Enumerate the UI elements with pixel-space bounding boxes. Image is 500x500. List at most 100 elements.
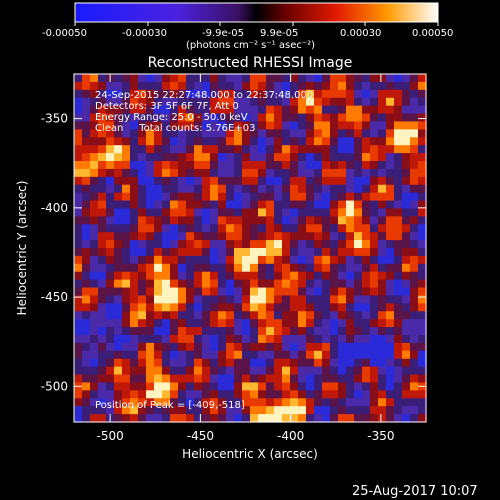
heatmap-cell [98,382,107,391]
heatmap-cell [98,97,107,107]
heatmap-cell [370,113,379,123]
heatmap-cell [354,168,363,178]
heatmap-cell [258,89,267,99]
heatmap-cell [234,216,243,225]
heatmap-cell [226,89,235,99]
heatmap-cell [186,327,195,336]
heatmap-cell [210,113,219,123]
heatmap-cell [386,335,395,344]
x-axis-label: Heliocentric X (arcsec) [182,447,318,461]
heatmap-cell [306,216,315,225]
heatmap-cell [402,374,411,384]
heatmap-cell [130,248,139,257]
heatmap-cell [258,374,267,384]
heatmap-cell [242,74,251,83]
heatmap-cell [170,248,179,257]
heatmap-cell [306,263,315,273]
heatmap-cell [314,374,323,384]
heatmap-cell [354,216,363,225]
heatmap-cell [194,382,203,391]
heatmap-cell [274,414,283,423]
heatmap-cell [218,192,227,202]
heatmap-cell [250,74,259,83]
heatmap-cell [202,168,211,178]
heatmap-cell [74,224,83,233]
heatmap-cell [338,382,347,391]
heatmap-cell [202,224,211,233]
heatmap-cell [226,406,235,415]
heatmap-cell [242,224,251,233]
heatmap-cell [74,145,83,154]
heatmap-cell [122,153,131,162]
heatmap-cell [410,137,419,146]
heatmap-cell [122,216,131,225]
heatmap-cell [154,390,163,399]
heatmap-cell [242,200,251,210]
heatmap-cell [202,105,211,115]
heatmap-cell [202,350,211,360]
heatmap-cell [202,81,211,91]
heatmap-cell [218,232,227,241]
heatmap-cell [98,137,107,146]
heatmap-cell [410,153,419,162]
heatmap-cell [258,81,267,91]
heatmap-cell [370,145,379,154]
heatmap-cell [370,263,379,273]
heatmap-cell [338,129,347,138]
heatmap-cell [378,176,387,186]
heatmap-cell [74,406,83,415]
heatmap-cell [106,168,115,178]
heatmap-cell [346,287,355,297]
heatmap-cell [138,176,147,186]
heatmap-cell [202,358,211,368]
heatmap-cell [314,287,323,297]
heatmap-cell [266,335,275,344]
heatmap-cell [114,287,123,297]
heatmap-cell [314,216,323,225]
heatmap-cell [250,184,259,194]
heatmap-cell [194,295,203,304]
heatmap-cell [154,398,163,407]
heatmap-cell [330,279,339,289]
heatmap-cell [202,327,211,336]
heatmap-cell [186,161,195,170]
heatmap-cell [74,113,83,123]
heatmap-cell [306,97,315,107]
heatmap-cell [90,248,99,257]
heatmap-cell [210,271,219,281]
heatmap-cell [74,327,83,336]
heatmap-cell [338,74,347,83]
heatmap-cell [282,240,291,249]
heatmap-cell [370,232,379,241]
heatmap-cell [170,145,179,154]
heatmap-cell [162,145,171,154]
heatmap-cell [234,342,243,352]
heatmap-cell [90,358,99,368]
heatmap-cell [410,295,419,304]
heatmap-cell [114,81,123,91]
heatmap-cell [74,200,83,210]
heatmap-cell [162,168,171,178]
heatmap-cell [170,358,179,368]
heatmap-cell [362,414,371,423]
heatmap-cell [242,398,251,407]
heatmap-cell [98,414,107,423]
heatmap-cell [178,89,187,99]
heatmap-cell [146,137,155,146]
heatmap-cell [106,176,115,186]
heatmap-cell [130,327,139,336]
heatmap-cell [130,208,139,217]
heatmap-cell [210,216,219,225]
heatmap-cell [170,319,179,328]
heatmap-cell [402,176,411,186]
heatmap-cell [266,350,275,360]
heatmap-cell [130,145,139,154]
heatmap-cell [298,240,307,249]
annotation-line: Energy Range: 25.0 - 50.0 keV [95,112,248,123]
heatmap-cell [218,398,227,407]
heatmap-cell [82,263,91,273]
heatmap-cell [138,137,147,146]
heatmap-cell [154,192,163,202]
heatmap-cell [298,382,307,391]
heatmap-cell [346,350,355,360]
